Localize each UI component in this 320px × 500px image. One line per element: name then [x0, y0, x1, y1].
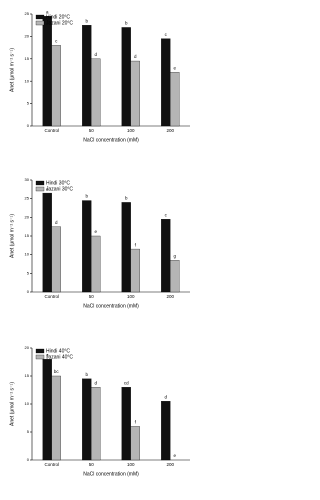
y-tick-label: 5	[27, 429, 30, 434]
bar	[170, 72, 180, 127]
y-tick-label: 5	[27, 101, 30, 106]
bar	[51, 45, 61, 127]
y-tick-label: 10	[25, 78, 30, 83]
figure: 0 5 10 15 20 25 Anet (μmol m⁻² s⁻¹) NaCl concen…	[9, 9, 190, 477]
bar	[82, 25, 92, 127]
significance-letter: g	[173, 253, 176, 258]
significance-letter: d	[94, 380, 97, 385]
significance-letter: c	[165, 212, 168, 217]
legend-swatch	[35, 14, 45, 20]
chart: 0 5 10 15 20 25 30 Anet (μmol m⁻² s⁻¹) NaCl conc…	[9, 177, 190, 309]
y-tick-label: 10	[25, 252, 30, 257]
y-tick-label: 15	[25, 373, 30, 378]
y-tick-label: 10	[25, 401, 30, 406]
bar	[51, 375, 61, 461]
significance-letter: f	[135, 242, 137, 247]
y-tick-label: 20	[25, 345, 30, 350]
y-axis-label: Anet (μmol m⁻² s⁻¹)	[9, 382, 15, 426]
significance-letter: bc	[54, 369, 60, 374]
bar	[161, 401, 171, 461]
bar	[130, 426, 140, 461]
bar	[161, 38, 171, 127]
y-tick-label: 0	[27, 123, 30, 128]
bar	[42, 359, 52, 461]
x-tick-label: 100	[127, 294, 135, 299]
significance-letter: e	[173, 453, 176, 458]
legend-swatch	[35, 348, 45, 354]
x-tick-label: Control	[44, 462, 59, 467]
bar	[42, 16, 52, 127]
x-tick-label: 50	[89, 294, 95, 299]
chart: 0 5 10 15 20 Anet (μmol m⁻² s⁻¹) NaCl concentr…	[9, 345, 190, 477]
x-tick-label: Control	[44, 128, 59, 133]
significance-letter: d	[94, 52, 97, 57]
y-tick-label: 20	[25, 33, 30, 38]
bar	[42, 192, 52, 293]
significance-letter: e	[173, 65, 176, 70]
bar	[121, 27, 131, 127]
y-axis-label: Anet (μmol m⁻² s⁻¹)	[9, 214, 15, 258]
significance-letter: b	[85, 194, 88, 199]
x-tick-label: 200	[166, 128, 174, 133]
x-tick-label: 200	[166, 462, 174, 467]
bar	[170, 260, 180, 293]
bar	[91, 235, 101, 293]
y-tick-label: 30	[25, 177, 30, 182]
legend-label: Jazani 20°C	[46, 20, 73, 26]
bar	[82, 378, 92, 461]
significance-letter: d	[134, 54, 137, 59]
legend-swatch	[35, 180, 45, 186]
x-axis-label: NaCl concentration (mM)	[83, 303, 139, 309]
significance-letter: a	[46, 186, 49, 191]
x-tick-label: 100	[127, 462, 135, 467]
y-tick-label: 5	[27, 270, 30, 275]
legend-label: Hindi 40°C	[46, 348, 70, 354]
x-tick-label: 100	[127, 128, 135, 133]
legend-label: Hindi 30°C	[46, 180, 70, 186]
significance-letter: d	[55, 220, 58, 225]
y-tick-label: 25	[25, 196, 30, 201]
bar	[82, 200, 92, 293]
y-axis-label: Anet (μmol m⁻² s⁻¹)	[9, 48, 15, 92]
y-tick-label: 0	[27, 289, 30, 294]
y-tick-label: 25	[25, 11, 30, 16]
significance-letter: b	[125, 21, 128, 26]
legend-swatch	[35, 20, 45, 26]
significance-letter: d	[164, 394, 167, 399]
bar	[51, 226, 61, 293]
significance-letter: b	[85, 372, 88, 377]
legend-label: Jazani 40°C	[46, 354, 73, 360]
x-axis-label: NaCl concentration (mM)	[83, 471, 139, 477]
bar	[121, 387, 131, 461]
x-tick-label: 200	[166, 294, 174, 299]
bar	[91, 387, 101, 461]
significance-letter: a	[46, 9, 49, 14]
legend-swatch	[35, 354, 45, 360]
significance-letter: c	[165, 32, 168, 37]
y-tick-label: 0	[27, 457, 30, 462]
significance-letter: b	[125, 196, 128, 201]
y-tick-label: 15	[25, 233, 30, 238]
x-axis-label: NaCl concentration (mM)	[83, 137, 139, 143]
bar	[121, 202, 131, 293]
y-tick-label: 15	[25, 56, 30, 61]
significance-letter: a	[46, 352, 49, 357]
significance-letter: e	[94, 229, 97, 234]
significance-letter: cd	[124, 380, 129, 385]
significance-letter: b	[85, 18, 88, 23]
bar	[161, 219, 171, 293]
legend-swatch	[35, 186, 45, 192]
bar	[130, 60, 140, 127]
bar	[91, 58, 101, 127]
significance-letter: c	[55, 39, 58, 44]
significance-letter: f	[135, 420, 137, 425]
bar	[130, 248, 140, 293]
x-tick-label: Control	[44, 294, 59, 299]
chart: 0 5 10 15 20 25 Anet (μmol m⁻² s⁻¹) NaCl concen…	[9, 9, 190, 143]
legend-label: Hindi 20°C	[46, 14, 70, 20]
x-tick-label: 50	[89, 462, 95, 467]
legend-label: Jazani 30°C	[46, 186, 73, 192]
x-tick-label: 50	[89, 128, 95, 133]
y-tick-label: 20	[25, 214, 30, 219]
